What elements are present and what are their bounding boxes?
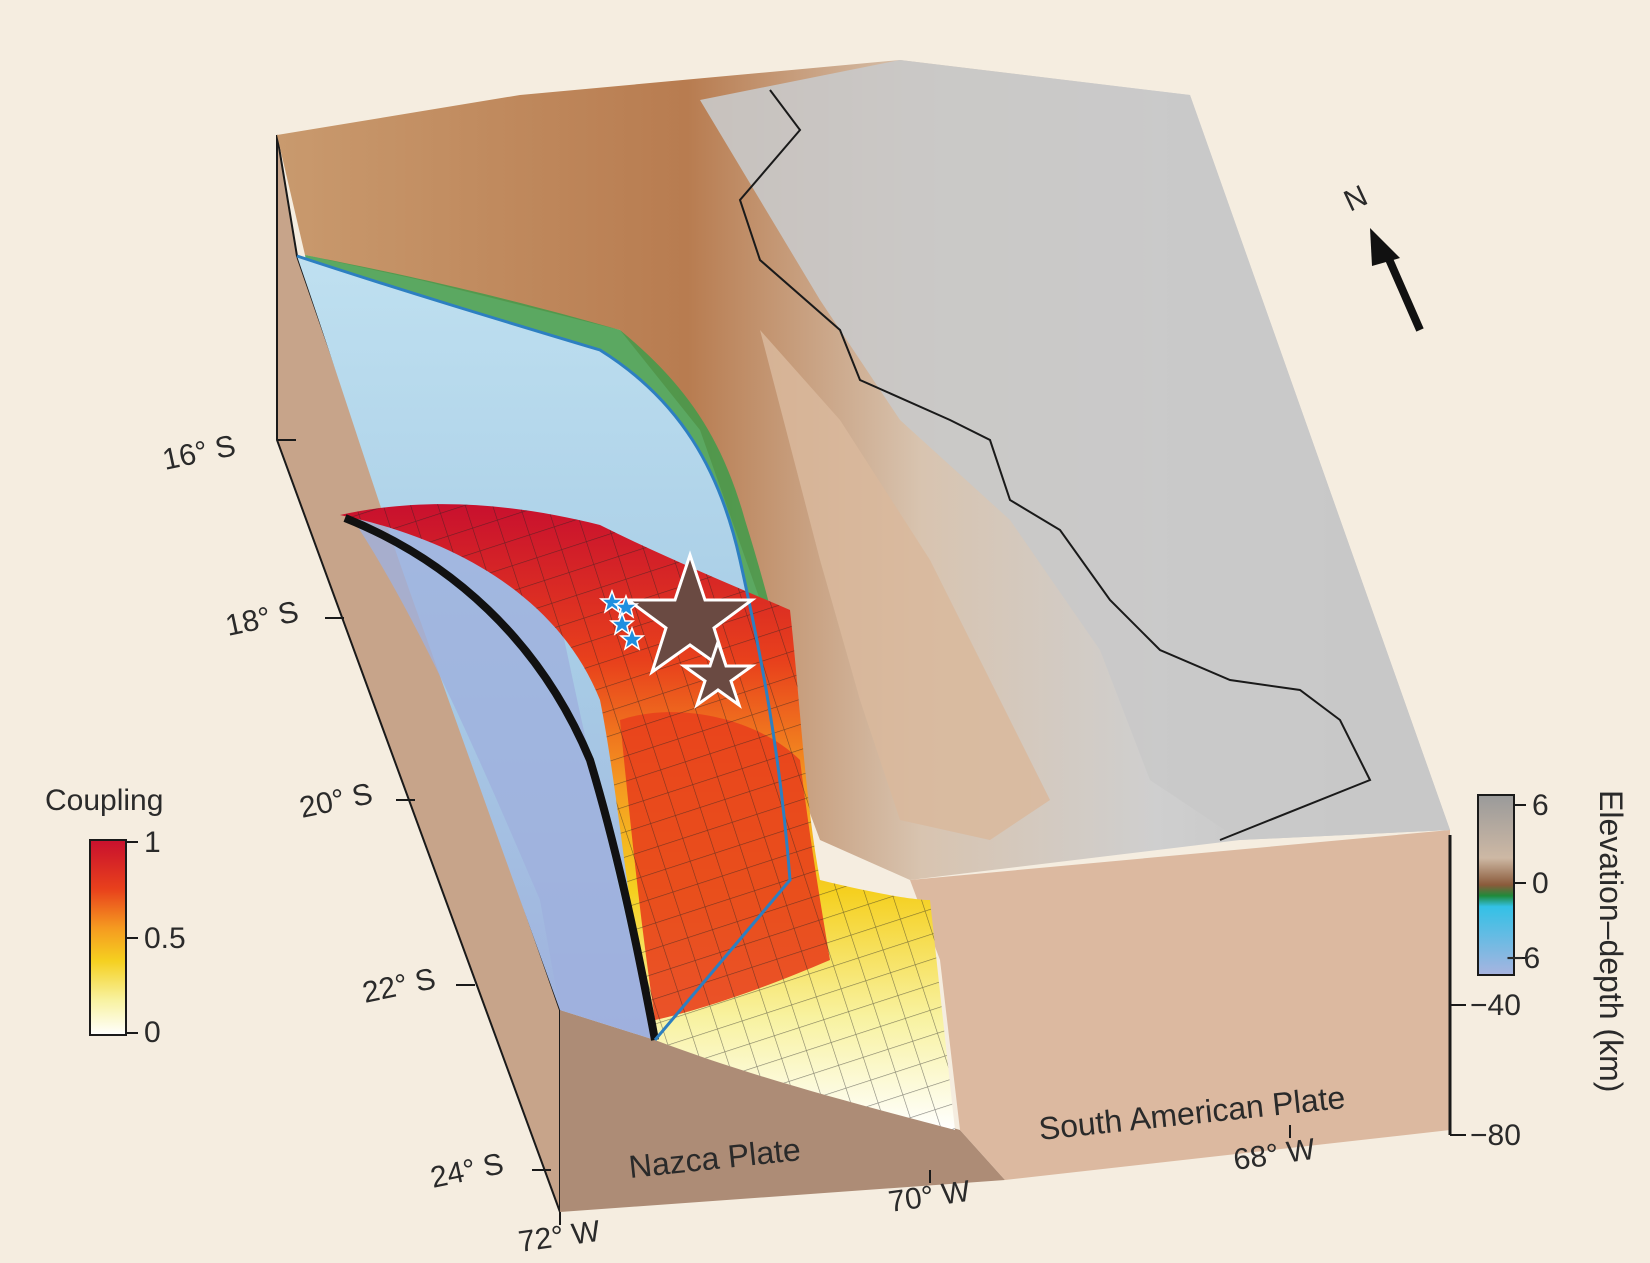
coupling-tick-0: 0 [144, 1016, 161, 1049]
coastal-lowland [305, 255, 801, 820]
elevation-colorbar [1477, 794, 1515, 976]
elevation-tick-neg6: −6 [1506, 942, 1540, 975]
country-border [738, 89, 1372, 841]
elevation-colorbar-ticks [1514, 804, 1526, 959]
north-label: N [1339, 179, 1373, 218]
lat-tick-24: 24° S [428, 1147, 507, 1195]
coupling-colorbar-ticks [126, 841, 138, 1034]
earthquake-star-large [623, 550, 757, 676]
elevation-tick-0: 0 [1532, 867, 1549, 900]
lat-tick-22: 22° S [360, 962, 439, 1010]
longitude-axis [559, 1125, 1291, 1225]
depth-axis-ticks [1450, 1004, 1466, 1136]
trench-zone [350, 515, 655, 1040]
elevation-tick-6: 6 [1532, 789, 1549, 822]
latitude-axis [277, 439, 551, 1171]
lat-tick-16: 16° S [160, 429, 239, 477]
north-arrow-icon [1370, 228, 1424, 332]
elevation-axis-title: Elevation–depth (km) [1593, 790, 1629, 1092]
earthquake-star-small [679, 637, 757, 709]
coupling-tick-05: 0.5 [144, 922, 186, 955]
trench-line [343, 514, 659, 1041]
coupling-legend-title: Coupling [45, 784, 163, 817]
coupling-colorbar [89, 839, 127, 1036]
block-south-face-crust [910, 830, 1450, 1180]
desert-valley [760, 330, 1050, 840]
coupling-grid [340, 504, 955, 1131]
lon-tick-72: 72° W [516, 1215, 602, 1259]
depth-tick-80: −80 [1470, 1119, 1521, 1152]
lat-tick-18: 18° S [223, 595, 302, 643]
altiplano-region [700, 60, 1450, 840]
coastline [296, 254, 792, 1041]
lat-tick-20: 20° S [297, 777, 376, 825]
depth-tick-40: −40 [1470, 989, 1521, 1022]
block-south-face-nazca [560, 1010, 1005, 1212]
coupling-tick-1: 1 [144, 826, 161, 859]
aftershock-stars [598, 588, 646, 651]
